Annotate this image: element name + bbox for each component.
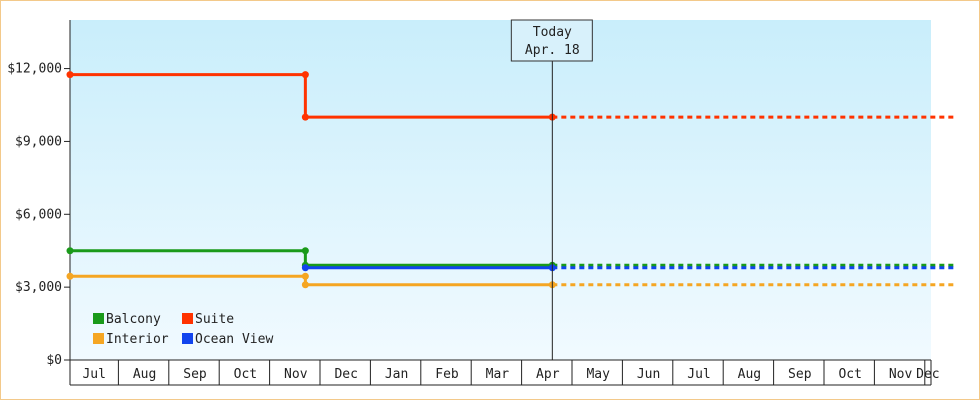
x-tick-label: Dec [916, 367, 939, 382]
y-tick-label: $6,000 [15, 207, 62, 222]
legend-swatch-balcony [93, 313, 104, 324]
series-line-interior [70, 274, 553, 287]
today-date: Apr. 18 [525, 43, 580, 58]
legend-label: Ocean View [195, 332, 273, 347]
legend-swatch-ocean-view [182, 333, 193, 344]
legend-label: Suite [195, 312, 234, 327]
data-point [301, 264, 309, 272]
x-tick-label: Sep [788, 367, 812, 382]
x-tick-label: Aug [738, 367, 761, 382]
y-axis: $0 $3,000 $6,000 $9,000 $12,000 [7, 20, 71, 368]
data-point [301, 71, 309, 79]
x-tick-label: Oct [838, 367, 861, 382]
legend-swatch-suite [182, 313, 193, 324]
series-line-balcony [70, 249, 553, 267]
x-tick-label: Jan [385, 367, 408, 382]
x-tick-label: May [586, 367, 610, 382]
data-point [66, 272, 74, 280]
y-tick-label: $3,000 [15, 280, 62, 295]
x-tick-label: Sep [183, 367, 207, 382]
legend-swatch-interior [93, 333, 104, 344]
x-tick-label: Aug [133, 367, 156, 382]
today-label: Today [533, 25, 572, 40]
data-point [301, 113, 309, 121]
legend-label: Interior [106, 332, 169, 347]
legend-label: Balcony [106, 312, 161, 327]
x-tick-label: Oct [234, 367, 257, 382]
x-tick-label: Nov [889, 367, 913, 382]
x-tick-label: Feb [435, 367, 459, 382]
x-tick-label: Apr [536, 367, 560, 382]
x-axis: Jul Aug Sep Oct Nov Dec Jan Feb Mar Apr May Jun Jul A… [69, 359, 940, 386]
data-point [66, 247, 74, 255]
y-tick-label: $0 [46, 353, 62, 368]
x-tick-label: Nov [284, 367, 308, 382]
today-box [510, 19, 593, 62]
x-tick-label: Jun [637, 367, 660, 382]
data-point [66, 71, 74, 79]
plot-area [70, 20, 931, 360]
y-tick-label: $12,000 [7, 62, 62, 77]
data-point [301, 272, 309, 280]
series-layer [66, 71, 958, 289]
y-tick-label: $9,000 [15, 134, 62, 149]
x-tick-label: Mar [486, 367, 510, 382]
today-marker: Today Apr. 18 [510, 19, 593, 360]
x-tick-label: Jul [687, 367, 710, 382]
series-line-suite [70, 73, 553, 119]
x-tick-label: Jul [82, 367, 105, 382]
legend: Balcony Suite Interior Ocean View [93, 312, 273, 347]
x-tick-label: Dec [334, 367, 357, 382]
data-point [301, 281, 309, 289]
data-point [301, 247, 309, 255]
